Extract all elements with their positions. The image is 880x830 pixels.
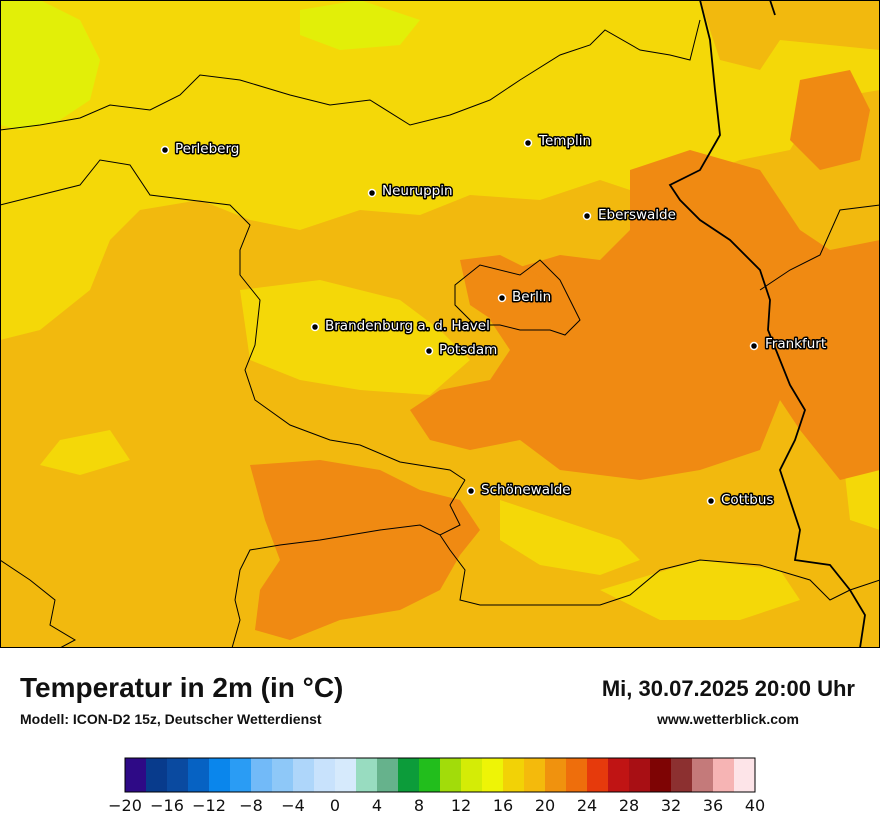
legend-tick-label: −12: [192, 796, 226, 815]
legend-swatch: [314, 758, 336, 792]
temp-area-14-16: [0, 0, 100, 130]
legend-swatches: [125, 758, 756, 792]
temp-area-16-18: [240, 280, 470, 395]
model-info: Modell: ICON-D2 15z, Deutscher Wetterdie…: [20, 711, 322, 727]
temperature-map: Perleberg Templin Neuruppin Eberswalde B…: [0, 0, 880, 648]
city-eberswalde: Eberswalde: [582, 206, 677, 225]
city-neuruppin: Neuruppin: [367, 182, 454, 201]
legend-swatch: [272, 758, 294, 792]
legend-ticks: −20 −16 −12 −8 −4 0 4 8 12 16 20 24 28 32 36 40: [108, 796, 765, 815]
city-label-frankfurt: Frankfurt: [765, 336, 826, 352]
city-markers: Perleberg Templin Neuruppin Eberswalde B…: [160, 132, 828, 510]
city-perleberg: Perleberg: [160, 140, 241, 159]
legend-tick-label: 16: [493, 796, 513, 815]
city-templin: Templin: [523, 132, 593, 151]
legend-swatch: [692, 758, 714, 792]
city-label-templin: Templin: [538, 133, 591, 149]
city-label-brandenburg: Brandenburg a. d. Havel: [325, 318, 490, 334]
legend-swatch: [650, 758, 672, 792]
legend-tick-label: 20: [535, 796, 555, 815]
city-label-cottbus: Cottbus: [721, 492, 773, 508]
city-label-neuruppin: Neuruppin: [382, 183, 453, 199]
legend-swatch: [335, 758, 357, 792]
legend-swatch: [188, 758, 210, 792]
city-label-eberswalde: Eberswalde: [598, 207, 676, 223]
legend-frame: [124, 757, 756, 793]
map-title: Temperatur in 2m (in °C): [20, 672, 344, 703]
legend-tick-label: 28: [619, 796, 639, 815]
legend-tick-label: −4: [281, 796, 305, 815]
city-label-perleberg: Perleberg: [175, 141, 239, 157]
website-link: www.wetterblick.com: [657, 711, 799, 727]
legend-swatch: [566, 758, 588, 792]
national-border: [668, 0, 866, 648]
legend-swatch: [734, 758, 756, 792]
legend-tick-label: 4: [372, 796, 382, 815]
state-borders: [0, 19, 880, 648]
legend-swatch: [461, 758, 483, 792]
legend-tick-label: −20: [108, 796, 142, 815]
legend-swatch: [251, 758, 273, 792]
temp-area-16-18: [500, 500, 640, 575]
legend-tick-label: 40: [745, 796, 765, 815]
temp-area-16-18: [600, 560, 800, 620]
temp-area-20-22: [250, 460, 480, 640]
legend-swatch: [293, 758, 315, 792]
legend-swatch: [356, 758, 378, 792]
legend-tick-label: 0: [330, 796, 340, 815]
legend-swatch: [713, 758, 735, 792]
legend-swatch: [146, 758, 168, 792]
legend-swatch: [482, 758, 504, 792]
legend-swatch: [230, 758, 252, 792]
legend-tick-label: −8: [239, 796, 263, 815]
legend-tick-label: 8: [414, 796, 424, 815]
legend-tick-label: 36: [703, 796, 723, 815]
legend-swatch: [125, 758, 147, 792]
city-schoenewalde: Schönewalde: [466, 481, 572, 500]
temp-area-16-18: [0, 0, 880, 340]
legend-swatch: [398, 758, 420, 792]
city-label-berlin: Berlin: [512, 289, 551, 305]
city-berlin: Berlin: [497, 288, 553, 307]
temp-area-20-22: [460, 255, 570, 330]
legend-tick-label: 12: [451, 796, 471, 815]
temp-area-16-18: [40, 430, 130, 475]
city-brandenburg: Brandenburg a. d. Havel: [310, 317, 491, 336]
legend-tick-label: 32: [661, 796, 681, 815]
legend-swatch: [545, 758, 567, 792]
temp-area-20-22: [410, 150, 880, 480]
legend-swatch: [377, 758, 399, 792]
city-potsdam: Potsdam: [424, 341, 499, 360]
legend-swatch: [608, 758, 630, 792]
legend-swatch: [503, 758, 525, 792]
legend-swatch: [440, 758, 462, 792]
legend-tick-label: 24: [577, 796, 597, 815]
legend-swatch: [419, 758, 441, 792]
temp-area-14-16: [300, 0, 420, 50]
legend-swatch: [209, 758, 231, 792]
legend-swatch: [167, 758, 189, 792]
legend-tick-label: −16: [150, 796, 184, 815]
city-label-schoenewalde: Schönewalde: [481, 482, 571, 498]
city-label-potsdam: Potsdam: [439, 342, 497, 358]
temp-area-20-22: [790, 70, 870, 170]
city-cottbus: Cottbus: [706, 491, 775, 510]
temperature-legend: −20 −16 −12 −8 −4 0 4 8 12 16 20 24 28 32 36 40: [108, 757, 765, 815]
legend-swatch: [524, 758, 546, 792]
forecast-datetime: Mi, 30.07.2025 20:00 Uhr: [601, 676, 855, 701]
legend-swatch: [629, 758, 651, 792]
legend-swatch: [587, 758, 609, 792]
city-frankfurt: Frankfurt: [749, 335, 828, 354]
legend-swatch: [671, 758, 693, 792]
